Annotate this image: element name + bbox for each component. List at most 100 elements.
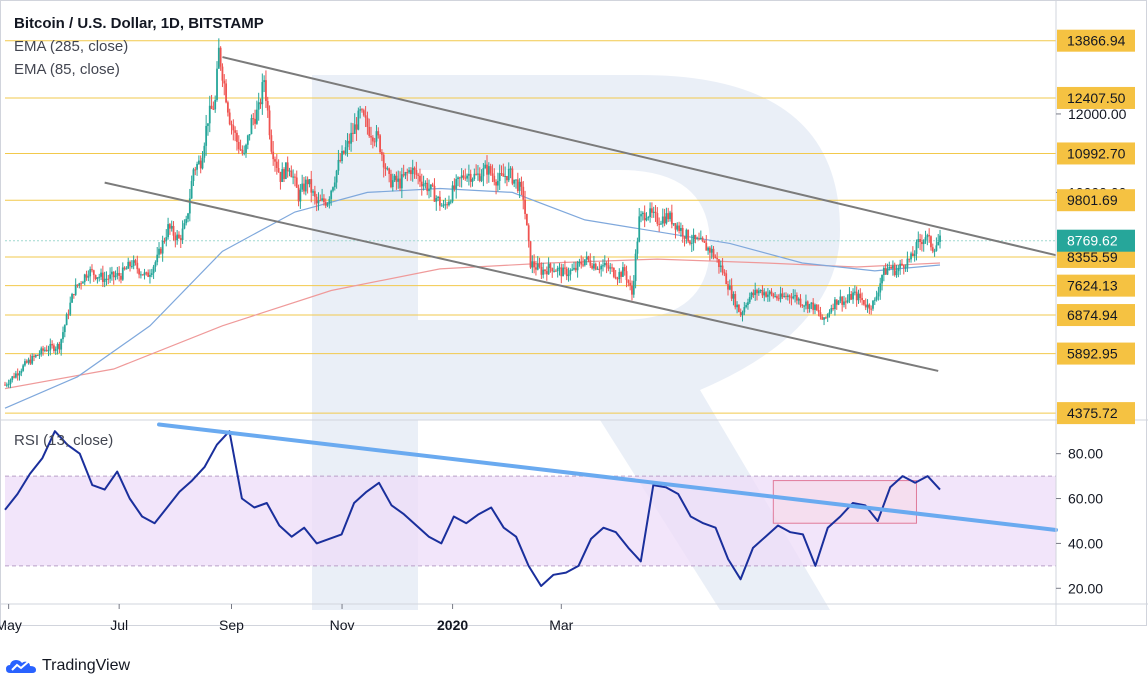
candle-body <box>22 365 25 371</box>
candle-body <box>266 100 269 111</box>
candle-body <box>737 304 740 312</box>
candle-body <box>176 234 179 241</box>
tradingview-brand[interactable]: TradingView <box>6 656 130 676</box>
rsi-axis[interactable]: 80.00 60.00 40.00 20.00 <box>1056 446 1103 597</box>
candle-body <box>694 234 697 240</box>
candle <box>13 372 15 379</box>
candle <box>339 153 342 163</box>
candle-body <box>629 282 632 286</box>
candle-body <box>333 182 336 188</box>
rsi-legend[interactable]: RSI (13, close) <box>14 432 114 449</box>
candle <box>237 135 240 154</box>
candle-body <box>515 179 517 181</box>
candle <box>861 292 864 306</box>
price-axis[interactable]: 12000.0010000.0013866.9412407.5010992.70… <box>1056 29 1135 425</box>
candle-body <box>31 355 34 364</box>
candle-body <box>596 268 599 270</box>
ema-short-legend[interactable]: EMA (85, close) <box>14 61 120 78</box>
candle-body <box>444 204 447 206</box>
candle <box>815 304 818 311</box>
candle <box>707 246 709 255</box>
candle-body <box>446 204 449 206</box>
candle-body <box>395 175 398 182</box>
candle-body <box>11 376 14 380</box>
candle <box>654 205 657 222</box>
time-axis[interactable]: May Jul Sep Nov 2020 Mar <box>0 604 574 633</box>
candle-body <box>431 184 434 186</box>
candle-body <box>643 212 646 221</box>
candle-body <box>623 267 626 272</box>
candle-body <box>243 152 246 154</box>
candle-body <box>353 124 356 134</box>
candle <box>544 269 546 275</box>
candle-body <box>627 280 630 283</box>
candle-body <box>197 160 200 164</box>
candle-body <box>141 274 144 276</box>
candle <box>723 269 726 277</box>
candle-body <box>205 125 208 146</box>
candle <box>4 381 6 386</box>
candle <box>834 297 836 316</box>
candle <box>750 291 753 300</box>
candle-body <box>72 294 75 296</box>
candle <box>500 165 503 177</box>
candle <box>935 237 938 252</box>
candle-body <box>411 167 414 175</box>
candle <box>277 159 280 173</box>
candle <box>219 46 222 71</box>
candle-body <box>781 293 784 297</box>
candle <box>886 263 889 276</box>
candle-body <box>687 229 690 242</box>
candle-body <box>489 166 492 174</box>
candle <box>732 291 735 306</box>
candle <box>708 246 711 261</box>
candle-body <box>199 160 202 169</box>
candle-body <box>812 302 815 310</box>
candle <box>915 239 918 261</box>
ema-long-legend[interactable]: EMA (285, close) <box>14 38 129 55</box>
candle <box>565 266 568 281</box>
candle <box>629 275 632 291</box>
candle-body <box>254 118 256 124</box>
candle <box>56 342 59 355</box>
candle-body <box>36 355 39 357</box>
candle-body <box>49 344 52 351</box>
candle-body <box>805 301 807 306</box>
candle-body <box>933 250 936 252</box>
channel-lines <box>104 56 1057 372</box>
candle <box>843 295 845 308</box>
candle-body <box>413 167 416 171</box>
candle <box>281 162 284 183</box>
candle-body <box>132 260 135 267</box>
candle-body <box>919 239 921 242</box>
candle-body <box>83 274 86 283</box>
candle-body <box>868 304 871 309</box>
candle <box>428 179 430 199</box>
candle-body <box>649 208 651 217</box>
candle-body <box>457 177 459 180</box>
candle-body <box>147 272 150 277</box>
candle <box>228 108 231 126</box>
candle-body <box>747 302 749 306</box>
candle-body <box>698 238 700 240</box>
candle <box>506 175 508 187</box>
candle <box>114 270 117 281</box>
candle-body <box>926 235 929 238</box>
candle <box>232 119 235 141</box>
candle-body <box>622 267 624 277</box>
candle <box>712 246 715 260</box>
candle-body <box>821 316 824 320</box>
candle <box>263 75 266 93</box>
candle-body <box>381 152 383 155</box>
candle <box>179 234 182 249</box>
candle <box>863 300 865 306</box>
candle <box>817 304 820 317</box>
candle-body <box>850 293 853 300</box>
candle <box>71 292 73 303</box>
candle <box>777 294 780 302</box>
candle-body <box>473 173 476 180</box>
candle-body <box>525 213 528 226</box>
candle-body <box>259 102 262 105</box>
candle <box>808 303 811 313</box>
candle-body <box>654 211 657 214</box>
